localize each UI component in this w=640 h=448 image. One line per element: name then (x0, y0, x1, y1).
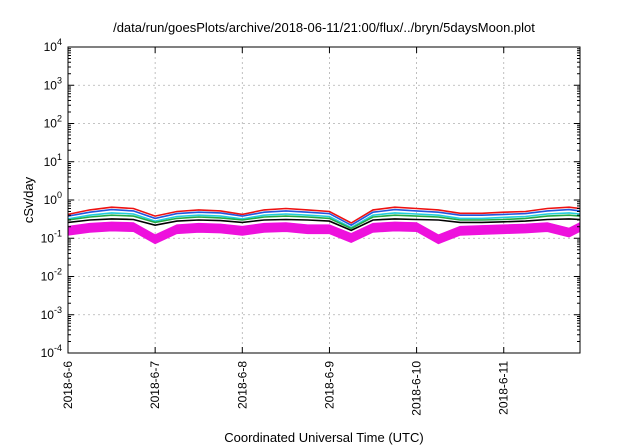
y-tick-label: 101 (44, 152, 62, 169)
x-tick-label: 2018-6-10 (410, 361, 424, 416)
y-tick-label: 10-4 (41, 343, 62, 360)
y-tick-label: 10-3 (41, 305, 62, 322)
series-line-1 (67, 208, 581, 227)
y-tick-label: 10-1 (41, 228, 62, 245)
series-group (67, 206, 581, 245)
y-tick-label: 10-2 (41, 267, 62, 284)
series-line-4 (67, 218, 581, 232)
y-axis-label: cSv/day (21, 176, 36, 223)
series-line-2 (67, 212, 581, 229)
x-tick-label: 2018-6-9 (322, 361, 336, 409)
x-axis: 2018-6-6 2018-6-7 2018-6-8 2018-6-9 2018-6-1… (61, 47, 511, 416)
x-tick-label: 2018-6-11 (497, 361, 511, 415)
x-tick-label: 2018-6-7 (148, 361, 162, 409)
y-tick-label: 100 (44, 190, 62, 207)
y-tick-label: 103 (44, 75, 62, 92)
y-tick-label: 104 (44, 37, 62, 54)
x-axis-label: Coordinated Universal Time (UTC) (224, 430, 423, 445)
x-tick-label: 2018-6-8 (235, 361, 249, 409)
chart-title: /data/run/goesPlots/archive/2018-06-11/2… (113, 20, 535, 35)
x-tick-label: 2018-6-6 (61, 361, 75, 409)
series-line-3 (67, 214, 581, 230)
grid (68, 47, 580, 353)
series-line-0 (67, 206, 581, 224)
series-line-5 (67, 221, 581, 237)
y-tick-label: 102 (44, 114, 62, 131)
